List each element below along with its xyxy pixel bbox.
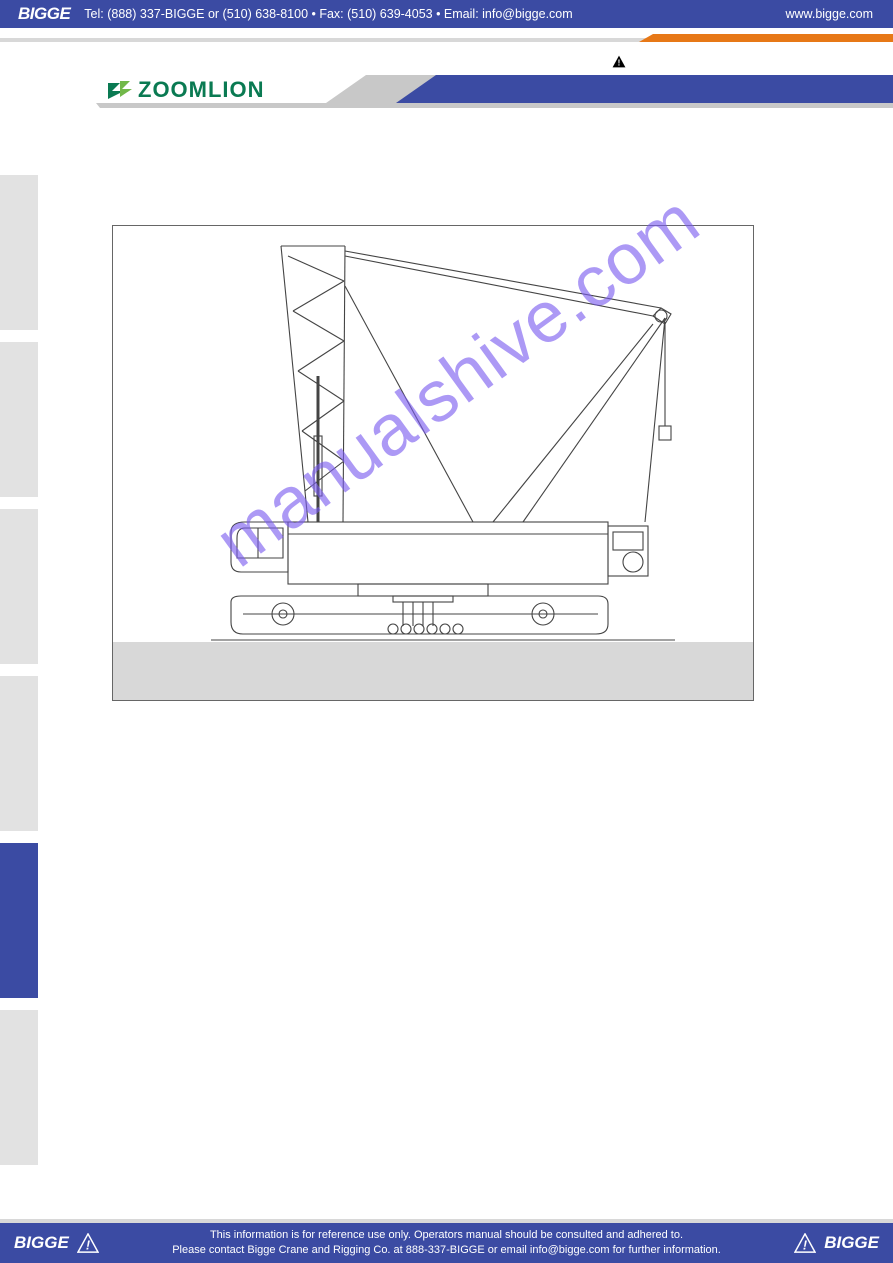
- accent-orange-bar: [653, 34, 893, 42]
- warning-icon-right: !: [794, 1233, 816, 1253]
- zoomlion-banner: ZOOMLION: [96, 75, 893, 115]
- svg-text:!: !: [618, 59, 621, 68]
- accent-stripe: [0, 34, 893, 48]
- footer-brand-left: BIGGE !: [14, 1233, 99, 1253]
- zoomlion-brand-text: ZOOMLION: [138, 77, 265, 103]
- zoomlion-mark-icon: [106, 79, 132, 101]
- side-tab-4[interactable]: [0, 676, 38, 831]
- bigge-logo-footer-right: BIGGE: [824, 1233, 879, 1253]
- warning-icon-top: !: [612, 55, 626, 71]
- warning-icon-left: !: [77, 1233, 99, 1253]
- header-website[interactable]: www.bigge.com: [785, 7, 893, 21]
- crane-line-drawing: [113, 226, 753, 646]
- side-tab-3[interactable]: [0, 509, 38, 664]
- header-contact-text: Tel: (888) 337-BIGGE or (510) 638-8100 •…: [84, 7, 785, 21]
- footer-disclaimer: This information is for reference use on…: [172, 1228, 721, 1258]
- bigge-logo-footer-left: BIGGE: [14, 1233, 69, 1253]
- footer-line1: This information is for reference use on…: [172, 1228, 721, 1243]
- side-tabs: [0, 175, 38, 1177]
- banner-underline: [96, 103, 893, 115]
- footer-brand-right: ! BIGGE: [794, 1233, 879, 1253]
- zoomlion-logo: ZOOMLION: [106, 77, 265, 103]
- banner-gray-shape: [326, 75, 436, 103]
- bottom-footer-bar: BIGGE ! This information is for referenc…: [0, 1223, 893, 1263]
- side-tab-1[interactable]: [0, 175, 38, 330]
- side-tab-6[interactable]: [0, 1010, 38, 1165]
- side-tab-2[interactable]: [0, 342, 38, 497]
- side-tab-5[interactable]: [0, 843, 38, 998]
- svg-text:!: !: [86, 1237, 91, 1252]
- crane-diagram-frame: [112, 225, 754, 701]
- svg-text:!: !: [803, 1237, 808, 1252]
- footer-line2: Please contact Bigge Crane and Rigging C…: [172, 1243, 721, 1258]
- diagram-ground: [113, 642, 753, 700]
- top-header-bar: BIGGE Tel: (888) 337-BIGGE or (510) 638-…: [0, 0, 893, 28]
- banner-blue-shape: [376, 75, 893, 103]
- bigge-logo-top: BIGGE: [0, 4, 84, 24]
